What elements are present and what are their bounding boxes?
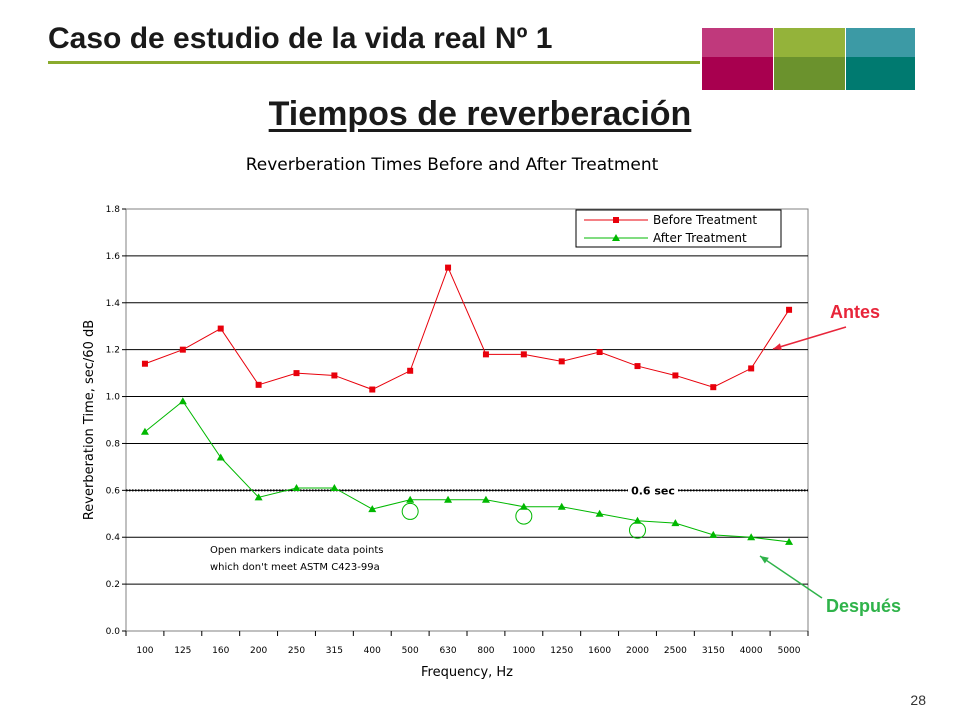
after-data-point xyxy=(557,502,566,510)
x-tick-label: 2500 xyxy=(664,646,687,656)
threshold-label: 0.6 sec xyxy=(631,484,675,497)
x-tick-label: 160 xyxy=(212,646,229,656)
before-data-point xyxy=(786,306,793,313)
series-line-after xyxy=(144,400,790,543)
before-data-point xyxy=(710,384,717,391)
before-data-point xyxy=(634,363,641,370)
threshold-label-bg xyxy=(628,482,678,497)
x-tick-label: 400 xyxy=(364,646,381,656)
before-data-point xyxy=(369,386,376,393)
before-data-point xyxy=(445,264,452,271)
y-tick-label: 0.4 xyxy=(106,533,121,543)
y-tick-label: 1.6 xyxy=(106,252,121,262)
open-marker-point xyxy=(629,521,646,539)
after-data-point xyxy=(747,533,756,541)
before-data-point xyxy=(596,349,603,356)
before-data-point xyxy=(672,372,679,379)
after-data-point xyxy=(216,453,225,461)
y-tick-label: 1.0 xyxy=(106,393,121,403)
before-data-point xyxy=(255,381,262,388)
slide-subtitle: Tiempos de reverberación xyxy=(268,95,692,133)
plot-area xyxy=(125,208,809,632)
series-line-before xyxy=(144,266,790,391)
slide-title: Caso de estudio de la vida real Nº 1 xyxy=(48,22,553,55)
before-data-point xyxy=(217,325,224,332)
before-annotation-label: Antes xyxy=(830,302,881,322)
decor-block-magenta-top xyxy=(702,28,773,57)
after-annotation-label: Después xyxy=(826,596,902,616)
after-data-point xyxy=(330,483,339,491)
before-data-point xyxy=(407,367,414,374)
after-arrow-head xyxy=(760,556,769,564)
after-data-point xyxy=(292,483,301,491)
x-tick-label: 125 xyxy=(174,646,191,656)
x-tick-label: 4000 xyxy=(740,646,763,656)
legend-marker-triangle xyxy=(612,234,620,241)
before-data-point xyxy=(748,365,755,372)
after-data-point xyxy=(368,505,377,513)
before-data-point xyxy=(558,358,565,365)
decor-block-green-bottom xyxy=(774,57,845,90)
x-tick-label: 315 xyxy=(326,646,343,656)
y-tick-label: 0.2 xyxy=(106,580,120,590)
decor-block-green-top xyxy=(774,28,845,57)
after-arrow-shaft xyxy=(759,555,823,599)
x-tick-label: 2000 xyxy=(626,646,649,656)
x-tick-label: 630 xyxy=(439,646,456,656)
y-tick-label: 1.2 xyxy=(106,346,120,356)
open-marker-point xyxy=(401,502,419,520)
before-data-point xyxy=(293,370,300,377)
x-tick-label: 250 xyxy=(288,646,305,656)
x-tick-label: 3150 xyxy=(702,646,725,656)
x-tick-label: 800 xyxy=(477,646,494,656)
title-underline-rule xyxy=(48,61,700,64)
before-data-point xyxy=(331,372,338,379)
legend-marker-square xyxy=(613,217,619,223)
y-tick-label: 0.0 xyxy=(106,627,121,637)
decor-block-magenta-bottom xyxy=(702,57,773,90)
x-tick-label: 200 xyxy=(250,646,267,656)
chart-title: Reverberation Times Before and After Tre… xyxy=(246,155,659,175)
x-tick-label: 1000 xyxy=(512,646,535,656)
legend-label: Before Treatment xyxy=(653,213,757,227)
after-data-point xyxy=(444,495,453,503)
y-tick-label: 0.8 xyxy=(106,439,121,449)
legend-box xyxy=(575,209,782,248)
y-tick-label: 0.6 xyxy=(106,486,121,496)
y-axis-label: Reverberation Time, sec/60 dB xyxy=(82,320,97,520)
before-arrow-shaft xyxy=(772,326,847,350)
before-data-point xyxy=(179,346,186,353)
after-data-point xyxy=(254,493,263,501)
note-line-1: Open markers indicate data points xyxy=(210,545,384,556)
after-data-point xyxy=(671,519,680,527)
after-data-point xyxy=(406,495,415,503)
legend-label: After Treatment xyxy=(653,231,747,245)
y-tick-label: 1.4 xyxy=(106,299,121,309)
x-axis-label: Frequency, Hz xyxy=(421,665,513,680)
before-data-point xyxy=(520,351,527,358)
before-data-point xyxy=(482,351,489,358)
after-data-point xyxy=(481,495,490,503)
after-data-point xyxy=(178,397,187,405)
after-data-point xyxy=(595,509,604,517)
after-data-point xyxy=(709,530,718,538)
x-tick-label: 500 xyxy=(402,646,419,656)
before-data-point xyxy=(141,360,148,367)
x-tick-label: 1250 xyxy=(550,646,573,656)
decor-block-teal-top xyxy=(846,28,915,57)
open-marker-point xyxy=(515,507,533,525)
y-tick-label: 1.8 xyxy=(106,205,121,215)
decor-block-teal-bottom xyxy=(846,57,915,90)
before-arrow-head xyxy=(773,343,782,350)
after-data-point xyxy=(140,427,149,435)
note-line-2: which don't meet ASTM C423-99a xyxy=(210,562,380,573)
after-data-point xyxy=(785,537,794,545)
x-tick-label: 5000 xyxy=(778,646,801,656)
x-tick-label: 100 xyxy=(136,646,153,656)
page-number: 28 xyxy=(910,692,926,708)
x-tick-label: 1600 xyxy=(588,646,611,656)
